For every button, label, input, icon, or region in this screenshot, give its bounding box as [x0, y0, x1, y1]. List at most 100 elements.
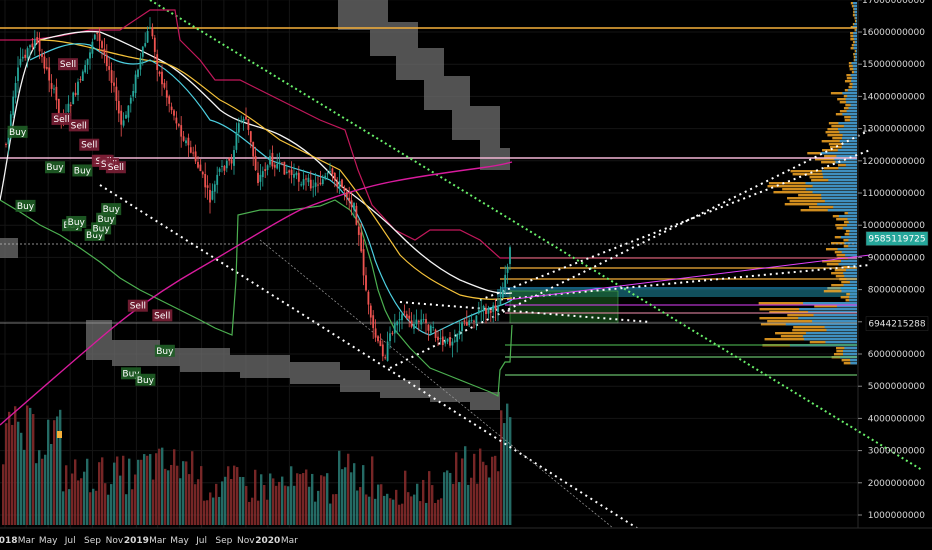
profile-bar-buy	[807, 311, 857, 314]
volume-bar	[422, 479, 425, 525]
volume-bar	[344, 467, 347, 525]
volume-bar	[275, 485, 278, 525]
volume-bar	[104, 483, 107, 525]
profile-bar-buy	[821, 194, 857, 197]
profile-bar-buy	[849, 296, 857, 299]
volume-bar	[203, 500, 206, 525]
candle-body	[177, 124, 180, 126]
volume-bar	[473, 453, 476, 525]
candle-body	[57, 98, 60, 114]
candle-body	[336, 181, 339, 187]
candle-body	[420, 319, 423, 325]
profile-bar-buy	[821, 170, 857, 173]
candle-body	[405, 314, 408, 318]
profile-bar-buy	[852, 83, 857, 86]
profile-bar-buy	[804, 338, 857, 341]
candle-body	[396, 321, 399, 326]
profile-bar-sell	[792, 329, 857, 332]
volume-bar	[311, 473, 314, 525]
profile-bar-buy	[854, 14, 857, 17]
candle-body	[281, 162, 283, 164]
volume-bar	[170, 464, 173, 525]
profile-bar-buy	[846, 110, 857, 113]
candle-body	[475, 315, 478, 323]
candle-body	[408, 315, 411, 319]
volume-bar	[269, 473, 272, 525]
candle-body	[113, 82, 115, 86]
candle-body	[314, 182, 317, 187]
buy-signal-label: Buy	[86, 231, 104, 241]
candle-body	[357, 226, 360, 235]
volume-bar	[20, 432, 23, 525]
ma-magenta	[0, 161, 513, 426]
buy-signal-box	[96, 212, 117, 225]
volume-bar	[65, 465, 68, 525]
volume-bar	[395, 489, 398, 525]
profile-bar-buy	[855, 56, 857, 59]
sell-signal-box	[105, 161, 126, 174]
volume-bar	[278, 481, 281, 525]
candle-body	[309, 179, 312, 189]
profile-bar-buy	[837, 149, 857, 152]
volume-bar	[155, 453, 158, 525]
candle-body	[36, 37, 39, 44]
volume-bar	[167, 470, 170, 525]
volume-bar	[149, 454, 152, 525]
profile-bar-buy	[842, 134, 857, 137]
candle-body	[161, 71, 163, 85]
volume-bar	[467, 484, 470, 525]
candle-body	[192, 152, 195, 154]
candle-body	[264, 169, 267, 171]
volume-bar	[176, 465, 179, 525]
x-tick-label: 2018	[0, 536, 18, 546]
candle-body	[122, 120, 125, 126]
buy-signal-label: Buy	[98, 215, 116, 225]
candle-body	[372, 315, 375, 329]
candle-body	[120, 110, 123, 125]
profile-bar-buy	[843, 272, 857, 275]
volume-bar	[215, 483, 218, 525]
profile-bar-buy	[846, 224, 857, 227]
sell-signal-label: Sell	[71, 121, 87, 131]
volume-bar	[134, 474, 137, 525]
candle-body	[381, 344, 384, 357]
profile-bar-buy	[840, 236, 857, 239]
y-tick-label: 5000000000	[868, 382, 926, 392]
volume-bar	[119, 475, 122, 525]
volume-bar	[182, 461, 185, 525]
y-tick-label: 9000000000	[868, 253, 926, 263]
volume-bar	[392, 499, 395, 525]
volume-bar	[23, 449, 26, 525]
candle-body	[288, 170, 291, 173]
volume-bar	[137, 459, 140, 525]
sell-signal-label: Sell	[108, 163, 124, 173]
candle-body	[43, 56, 46, 69]
candle-body	[501, 290, 504, 298]
candle-body	[293, 174, 295, 178]
candle-body	[468, 320, 471, 326]
candle-body	[273, 164, 276, 168]
profile-bar-buy	[843, 125, 857, 128]
profile-bar-buy	[812, 320, 857, 323]
sell-signal-box	[79, 138, 100, 151]
profile-bar-buy	[838, 167, 857, 170]
profile-bar-buy	[853, 5, 857, 8]
y-tick-label: 11000000000	[862, 189, 925, 199]
volume-bar	[383, 495, 386, 525]
candle-body	[257, 172, 259, 183]
cloud-bands	[0, 0, 510, 410]
profile-bar-buy	[805, 182, 857, 185]
profile-bar-buy	[825, 341, 857, 344]
candle-body	[362, 249, 365, 276]
sell-signal-box	[68, 119, 89, 132]
candle-body	[487, 308, 490, 314]
volume-bar	[200, 466, 203, 525]
profile-bar-buy	[852, 2, 857, 5]
volume-bar	[89, 492, 92, 525]
profile-bar-buy	[848, 107, 857, 110]
candle-body	[38, 40, 41, 52]
profile-bar-sell	[821, 140, 857, 143]
profile-bar-sell	[854, 29, 857, 32]
cloud-band-upper	[338, 0, 510, 170]
candle-body	[156, 54, 159, 70]
